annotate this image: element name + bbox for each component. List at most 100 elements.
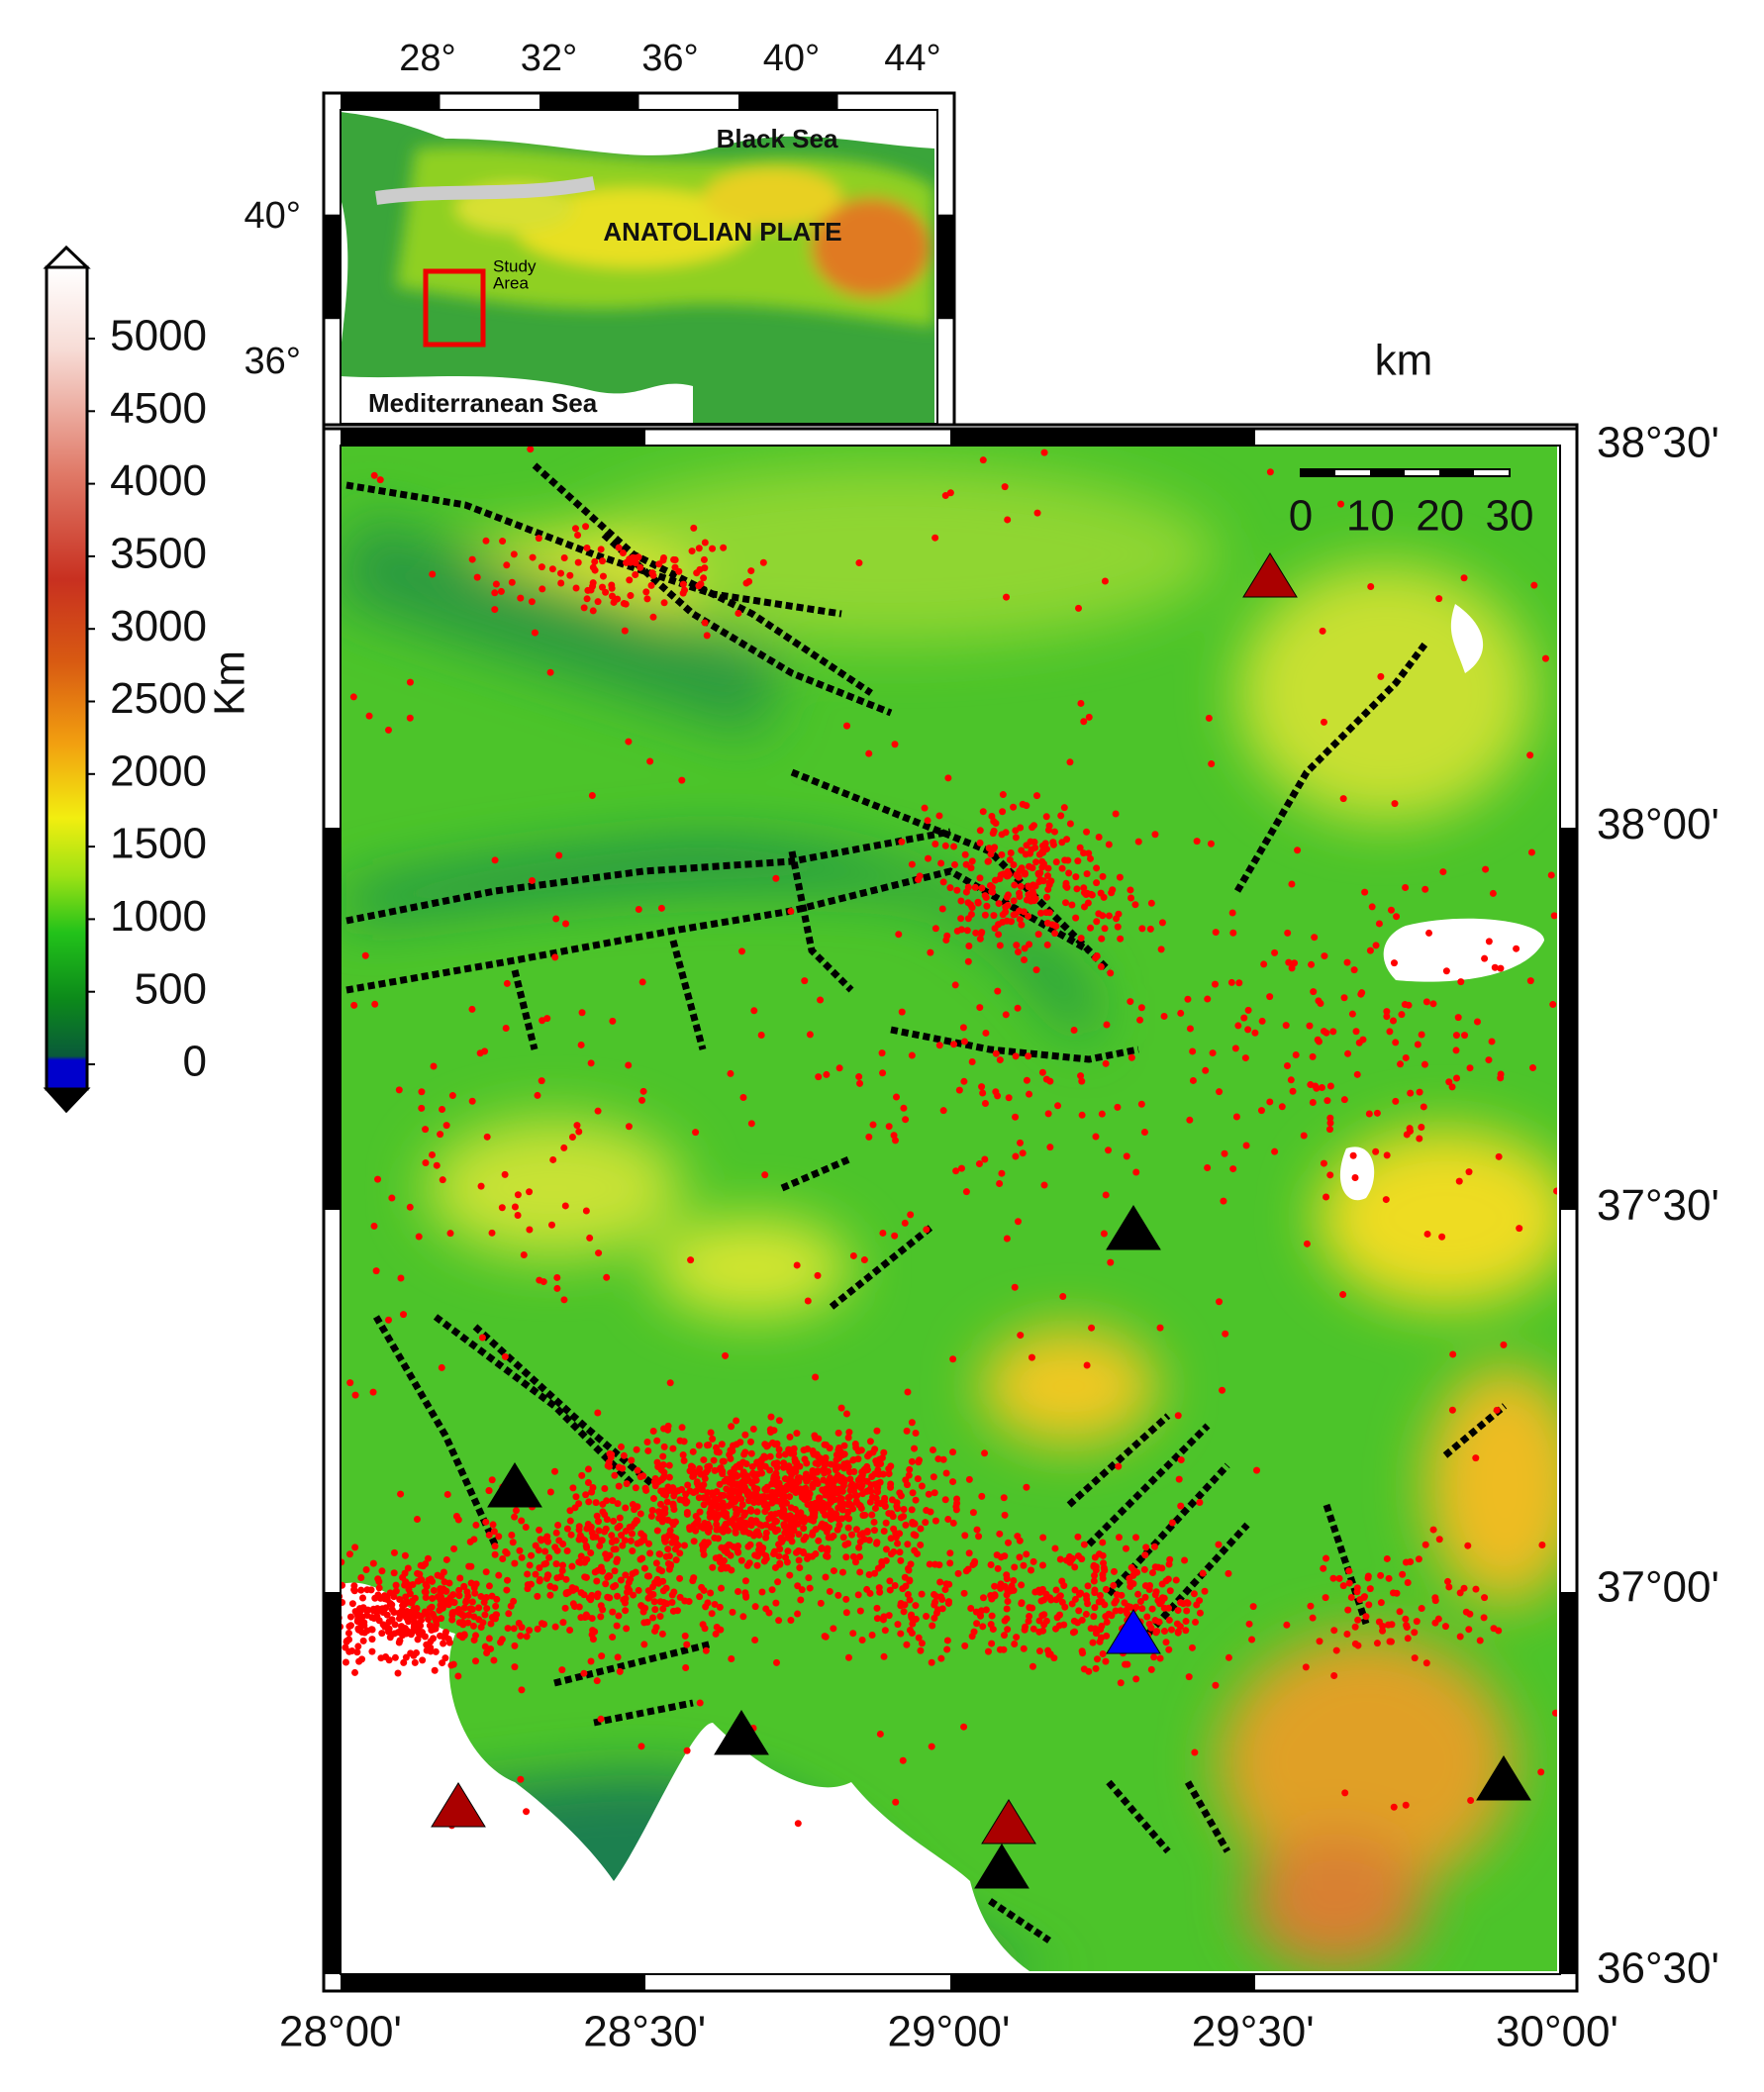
earthquake <box>1151 831 1159 839</box>
latitude-label: 36°30' <box>1597 1944 1719 1993</box>
earthquake <box>651 1606 659 1614</box>
earthquake <box>747 1516 755 1524</box>
earthquake <box>608 592 616 600</box>
earthquake <box>1010 861 1018 869</box>
earthquake <box>1435 1536 1443 1544</box>
earthquake <box>662 1552 670 1560</box>
earthquake <box>666 1562 674 1570</box>
earthquake <box>621 1537 629 1544</box>
earthquake <box>818 1544 826 1552</box>
earthquake <box>812 1550 820 1558</box>
earthquake <box>1069 1629 1077 1637</box>
earthquake <box>1323 1554 1330 1562</box>
earthquake <box>599 1606 607 1614</box>
station <box>1106 1205 1161 1250</box>
earthquake <box>1266 468 1274 476</box>
earthquake <box>517 1775 525 1783</box>
earthquake <box>611 1471 619 1479</box>
earthquake <box>758 1522 766 1530</box>
earthquake <box>870 1518 878 1526</box>
earthquake <box>448 1616 456 1624</box>
earthquake <box>1439 868 1447 876</box>
earthquake <box>400 1658 408 1666</box>
earthquake <box>700 1550 708 1558</box>
earthquake <box>1175 1475 1183 1483</box>
earthquake <box>961 1642 969 1649</box>
colorbar-tick-label: 2500 <box>110 674 207 723</box>
earthquake <box>892 1798 900 1806</box>
earthquake <box>404 1564 412 1572</box>
earthquake <box>1282 1022 1290 1030</box>
earthquake <box>852 1444 860 1451</box>
earthquake <box>1098 1598 1106 1606</box>
earthquake <box>801 1474 809 1482</box>
earthquake <box>1307 1081 1315 1089</box>
earthquake <box>1030 838 1038 846</box>
earthquake <box>674 1607 682 1615</box>
earthquake <box>885 1612 893 1620</box>
fault <box>1086 1423 1211 1547</box>
earthquake <box>1077 699 1085 707</box>
earthquake <box>941 1496 949 1504</box>
earthquake <box>1221 1149 1228 1157</box>
earthquake <box>566 1517 574 1525</box>
earthquake <box>1326 1114 1334 1122</box>
earthquake <box>1044 1110 1052 1118</box>
earthquake <box>1143 1613 1151 1621</box>
earthquake <box>682 1490 690 1498</box>
earthquake <box>683 1510 691 1518</box>
earthquake <box>879 1470 887 1478</box>
earthquake <box>865 1133 873 1141</box>
earthquake <box>955 1086 963 1094</box>
earthquake <box>979 1623 987 1631</box>
earthquake <box>1288 964 1296 972</box>
earthquake <box>346 1613 354 1621</box>
earthquake <box>946 489 954 497</box>
earthquake <box>584 1465 592 1473</box>
earthquake <box>501 1352 509 1360</box>
earthquake <box>1060 1621 1068 1629</box>
earthquake <box>603 1554 611 1562</box>
earthquake <box>341 1558 345 1566</box>
earthquake <box>378 1567 386 1575</box>
earthquake <box>1429 1000 1437 1008</box>
frame-segment <box>645 1974 950 1991</box>
earthquake <box>1168 1519 1176 1527</box>
earthquake <box>342 1658 349 1666</box>
earthquake <box>931 925 939 933</box>
earthquake <box>738 1501 746 1509</box>
earthquake <box>786 1493 794 1501</box>
earthquake <box>711 1600 719 1608</box>
earthquake <box>602 588 610 596</box>
earthquake <box>1004 1539 1012 1546</box>
earthquake <box>830 1477 837 1485</box>
earthquake <box>762 1534 770 1542</box>
earthquake <box>760 1557 768 1565</box>
earthquake <box>1092 1133 1100 1141</box>
earthquake <box>655 560 663 568</box>
earthquake <box>923 1612 931 1620</box>
earthquake <box>869 1121 877 1129</box>
earthquake <box>651 1474 659 1482</box>
earthquake <box>1151 1563 1159 1571</box>
earthquake <box>821 1511 829 1519</box>
earthquake <box>1008 918 1016 926</box>
earthquake <box>1177 1009 1185 1017</box>
earthquake <box>417 1561 425 1569</box>
earthquake <box>873 1615 881 1623</box>
earthquake <box>912 1602 920 1610</box>
earthquake <box>1347 1593 1355 1601</box>
earthquake <box>679 589 687 597</box>
earthquake <box>635 1586 642 1594</box>
earthquake <box>1107 1258 1115 1266</box>
earthquake <box>1011 1640 1019 1647</box>
earthquake <box>497 587 505 595</box>
earthquake <box>823 1070 831 1078</box>
earthquake <box>1383 1013 1391 1021</box>
earthquake <box>693 1478 701 1486</box>
earthquake <box>311 1557 318 1564</box>
earthquake <box>1323 1029 1330 1037</box>
earthquake <box>952 1503 960 1511</box>
earthquake <box>520 1251 528 1259</box>
inset-longitude-label: 32° <box>521 38 577 79</box>
